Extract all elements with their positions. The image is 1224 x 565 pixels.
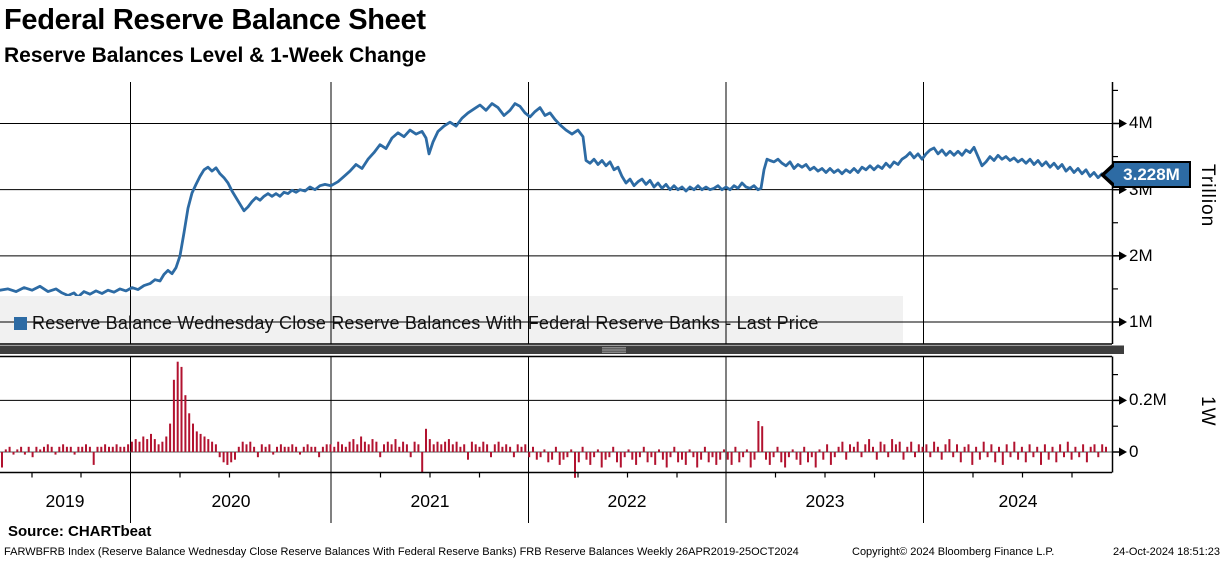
legend-label: Reserve Balance Wednesday Close Reserve … bbox=[32, 312, 819, 333]
x-tick-label-2019: 2019 bbox=[45, 491, 85, 511]
x-tick-label-2021: 2021 bbox=[410, 491, 450, 511]
y-tick-label-1m: 1M bbox=[1129, 312, 1153, 331]
one-week-change-bars bbox=[1, 361, 1107, 478]
y-axis-title-1w: 1W bbox=[1197, 396, 1218, 427]
x-tick-label-2020: 2020 bbox=[211, 491, 251, 511]
x-tick-label-2023: 2023 bbox=[805, 491, 845, 511]
x-tick-label-2024: 2024 bbox=[998, 491, 1038, 511]
page-subtitle: Reserve Balances Level & 1-Week Change bbox=[4, 44, 427, 67]
reserve-balance-line bbox=[0, 102, 1110, 297]
y-tick-label-2m: 2M bbox=[1129, 246, 1153, 265]
x-tick-label-2022: 2022 bbox=[607, 491, 647, 511]
legend-row[interactable]: Reserve Balance Wednesday Close Reserve … bbox=[14, 307, 819, 339]
footer-datetime: 24-Oct-2024 18:51:23 bbox=[1112, 546, 1220, 558]
y-tick-label-4m: 4M bbox=[1129, 113, 1153, 132]
footer-ticker-description: FARWBFRB Index (Reserve Balance Wednesda… bbox=[4, 546, 799, 558]
footer-copyright: Copyright© 2024 Bloomberg Finance L.P. bbox=[852, 546, 1055, 558]
y-axis-title-trillion: Trillion bbox=[1197, 164, 1218, 228]
y-tick-label-0: 0 bbox=[1129, 442, 1139, 461]
last-price-badge: 3.228M bbox=[1112, 161, 1191, 188]
source-line: Source: CHARTbeat bbox=[8, 523, 152, 540]
y-tick-label-0.2m: 0.2M bbox=[1129, 390, 1167, 409]
page-title: Federal Reserve Balance Sheet bbox=[4, 4, 426, 36]
panel-divider bbox=[0, 345, 1124, 354]
divider-grip[interactable] bbox=[602, 347, 626, 353]
legend-band bbox=[0, 296, 903, 344]
legend-square-icon bbox=[14, 316, 27, 330]
